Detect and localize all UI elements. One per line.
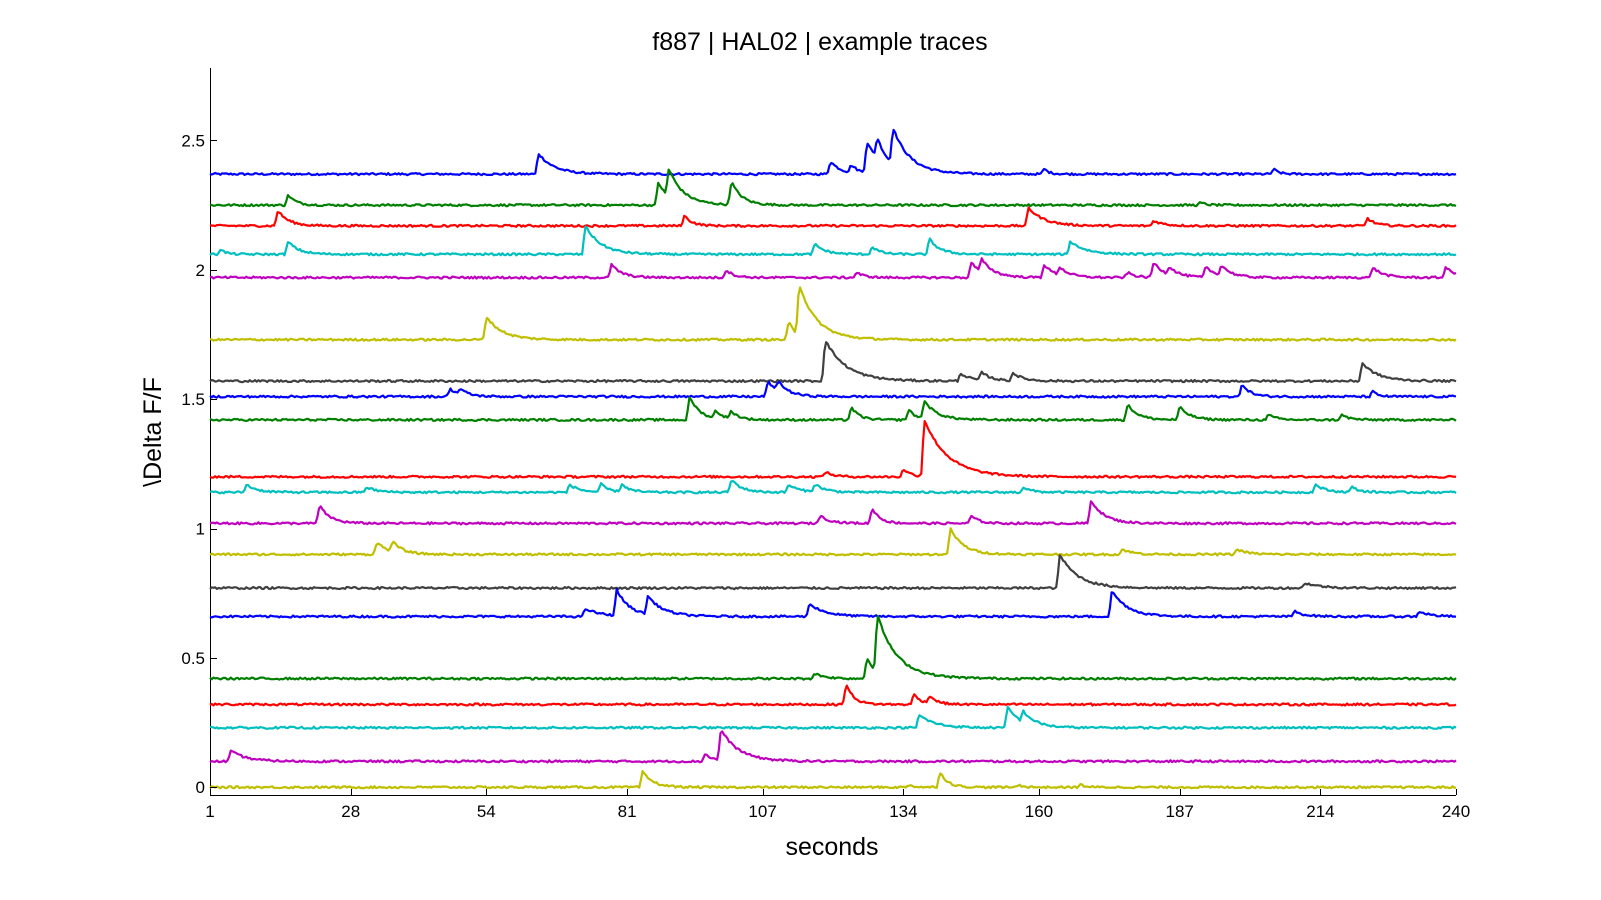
trace-line-3 (209, 206, 1457, 228)
trace-line-18 (209, 705, 1457, 730)
trace-line-1 (209, 128, 1457, 177)
x-tick-label: 1 (205, 802, 214, 821)
y-tick-label: 2 (196, 261, 205, 280)
trace-line-10 (209, 420, 1457, 479)
trace-line-5 (209, 257, 1457, 280)
y-tick-group: 0 0.5 1 1.5 2 2.5 (181, 131, 217, 797)
x-tick-label: 160 (1025, 802, 1053, 821)
trace-line-14 (209, 554, 1457, 591)
x-tick-label: 28 (341, 802, 360, 821)
x-tick-label: 54 (477, 802, 496, 821)
x-tick-label: 107 (748, 802, 776, 821)
x-tick-label: 187 (1166, 802, 1194, 821)
trace-line-11 (209, 479, 1457, 495)
x-tick-label: 134 (889, 802, 917, 821)
chart-title: f887 | HAL02 | example traces (652, 28, 987, 56)
x-axis-label: seconds (785, 833, 878, 861)
y-tick-label: 0.5 (181, 649, 205, 668)
y-tick-label: 1.5 (181, 390, 205, 409)
y-tick-label: 0 (196, 778, 205, 797)
trace-line-6 (209, 286, 1457, 342)
trace-line-9 (209, 396, 1457, 422)
y-tick-label: 2.5 (181, 131, 205, 150)
trace-line-16 (209, 615, 1457, 681)
trace-line-15 (209, 587, 1457, 619)
trace-line-8 (209, 380, 1457, 399)
x-tick-group: 1 28 54 81 107 134 160 187 214 240 (205, 789, 1470, 821)
trace-line-7 (209, 341, 1457, 384)
y-tick-label: 1 (196, 520, 205, 539)
trace-series-group (209, 128, 1457, 790)
plot-area: 1 28 54 81 107 134 160 187 214 240 0 0.5 1 1.5 2 2.5 (181, 68, 1470, 821)
x-tick-label: 81 (618, 802, 637, 821)
trace-line-17 (209, 684, 1457, 707)
x-tick-label: 240 (1442, 802, 1470, 821)
y-axis-label: \Delta F/F (139, 377, 167, 487)
trace-line-19 (209, 730, 1457, 764)
x-tick-label: 214 (1306, 802, 1334, 821)
trace-line-20 (209, 770, 1456, 790)
trace-line-13 (209, 527, 1457, 557)
trace-line-12 (209, 500, 1457, 526)
trace-line-4 (209, 225, 1457, 257)
trace-line-2 (209, 168, 1457, 208)
